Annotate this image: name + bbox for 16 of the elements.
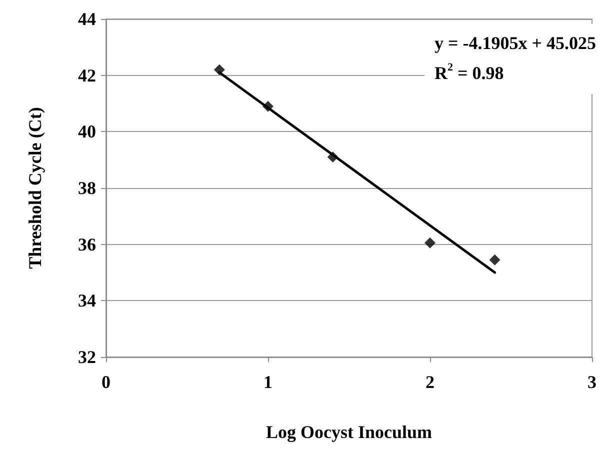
y-tick-label: 32 [78,347,96,367]
y-tick-label: 34 [78,290,96,311]
point [489,254,500,266]
point [424,237,436,248]
x-tick-label: 2 [426,372,434,392]
x-tick-label: 3 [588,372,596,392]
x-tick-label: 1 [264,372,272,392]
y-tick-label: 44 [78,9,96,29]
y-axis-title: Threshold Cycle (Ct) [25,107,45,269]
x-tick-label: 0 [102,372,110,392]
x-axis-title: Log Oocyst Inoculum [266,422,432,442]
y-tick-label: 40 [78,122,96,142]
y-tick-label: 36 [78,234,96,254]
y-tick-label: 42 [78,65,96,86]
annotation: y = -4.1905x + 45.025 [434,33,596,53]
y-tick-label: 38 [78,178,96,198]
